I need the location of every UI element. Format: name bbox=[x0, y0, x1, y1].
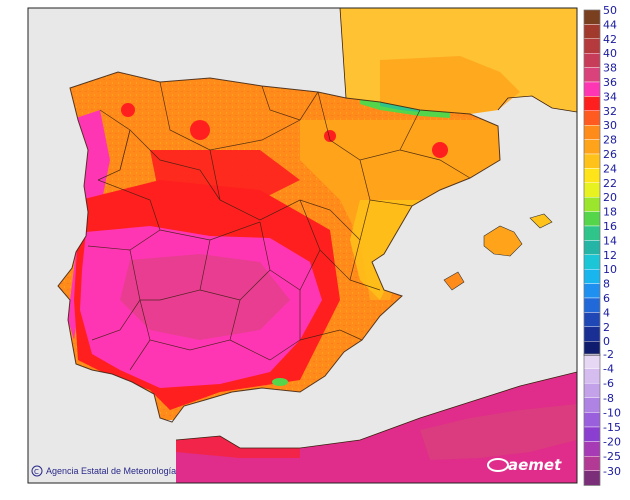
legend-negative-swatch bbox=[583, 353, 601, 369]
france-border bbox=[339, 8, 577, 113]
color-legend: 5044424038363432302826242220181614121086… bbox=[583, 4, 621, 486]
legend-positive-swatch bbox=[583, 81, 601, 97]
legend-positive-swatch bbox=[583, 225, 601, 241]
legend-positive-label: 18 bbox=[603, 206, 617, 219]
legend-negative-label: -10 bbox=[603, 406, 621, 419]
legend-negative-swatch bbox=[583, 426, 601, 442]
legend-positive-label: 28 bbox=[603, 134, 617, 147]
legend-positive-label: 12 bbox=[603, 249, 617, 262]
legend-positive-label: 22 bbox=[603, 177, 617, 190]
ibiza bbox=[443, 271, 465, 291]
legend-negative-swatch bbox=[583, 397, 601, 413]
legend-positive-swatch bbox=[583, 312, 601, 327]
legend-negative-swatch bbox=[583, 456, 601, 472]
credit-text: Agencia Estatal de Meteorología bbox=[46, 466, 176, 476]
legend-positive-label: 36 bbox=[603, 76, 617, 89]
legend-positive-label: 38 bbox=[603, 62, 617, 75]
africa-hot-patches bbox=[420, 404, 577, 460]
legend-positive-swatch bbox=[583, 254, 601, 270]
legend-positive-label: 50 bbox=[603, 4, 617, 17]
legend-negative-label: -8 bbox=[603, 392, 614, 405]
legend-positive-swatch bbox=[583, 297, 601, 313]
legend-positive-label: 16 bbox=[603, 220, 617, 233]
legend-positive-swatch bbox=[583, 240, 601, 255]
legend-positive-label: 0 bbox=[603, 335, 610, 348]
legend-positive-swatch bbox=[583, 53, 601, 68]
legend-positive-label: 8 bbox=[603, 278, 610, 291]
africa-border bbox=[175, 371, 577, 449]
aemet-logo-text: aemet bbox=[508, 456, 562, 474]
legend-positive-swatch bbox=[583, 139, 601, 155]
legend-positive-swatch bbox=[583, 124, 601, 140]
legend-positive-label: 26 bbox=[603, 148, 617, 161]
legend-positive-swatch bbox=[583, 24, 601, 39]
legend-positive-label: 30 bbox=[603, 119, 617, 132]
legend-negative-label: -2 bbox=[603, 348, 614, 361]
aemet-logo: aemet bbox=[487, 456, 562, 474]
legend-negative-label: -6 bbox=[603, 377, 614, 390]
svg-text:C: C bbox=[34, 468, 39, 476]
legend-positive-label: 24 bbox=[603, 162, 617, 175]
legend-positive-label: 20 bbox=[603, 191, 617, 204]
menorca bbox=[529, 213, 553, 229]
legend-positive-swatch bbox=[583, 38, 601, 54]
legend-positive-swatch bbox=[583, 67, 601, 83]
legend-negative-swatch bbox=[583, 368, 601, 384]
legend-positive-swatch bbox=[583, 168, 601, 183]
legend-positive-label: 14 bbox=[603, 234, 617, 247]
legend-positive-label: 2 bbox=[603, 321, 610, 334]
mallorca bbox=[483, 225, 523, 257]
province-borders bbox=[57, 71, 501, 423]
legend-negative-label: -25 bbox=[603, 450, 621, 463]
legend-negative-label: -20 bbox=[603, 436, 621, 449]
credit-label: C Agencia Estatal de Meteorología bbox=[31, 465, 176, 477]
legend-negative-label: -30 bbox=[603, 465, 621, 478]
france-warm-band bbox=[380, 56, 520, 114]
legend-negative-label: -15 bbox=[603, 421, 621, 434]
legend-positive-swatch bbox=[583, 326, 601, 342]
legend-positive-swatch bbox=[583, 96, 601, 112]
legend-positive-label: 32 bbox=[603, 105, 617, 118]
legend-negative-swatch bbox=[583, 441, 601, 457]
legend-positive-swatch bbox=[583, 341, 601, 356]
legend-positive-label: 40 bbox=[603, 47, 617, 60]
legend-positive-label: 34 bbox=[603, 90, 617, 103]
legend-positive-label: 42 bbox=[603, 33, 617, 46]
legend-positive-swatch bbox=[583, 182, 601, 198]
legend-positive-label: 44 bbox=[603, 18, 617, 31]
legend-positive-swatch bbox=[583, 211, 601, 227]
legend-positive-label: 6 bbox=[603, 292, 610, 305]
legend-positive-label: 10 bbox=[603, 263, 617, 276]
legend-positive-swatch bbox=[583, 283, 601, 299]
legend-positive-swatch bbox=[583, 9, 601, 25]
legend-negative-label: -4 bbox=[603, 363, 614, 376]
legend-positive-swatch bbox=[583, 269, 601, 284]
legend-positive-swatch bbox=[583, 110, 601, 126]
legend-negative-swatch bbox=[583, 470, 601, 486]
legend-positive-swatch bbox=[583, 196, 601, 212]
legend-negative-swatch bbox=[583, 412, 601, 428]
legend-positive-label: 4 bbox=[603, 306, 610, 319]
legend-negative-swatch bbox=[583, 383, 601, 399]
legend-positive-swatch bbox=[583, 153, 601, 169]
